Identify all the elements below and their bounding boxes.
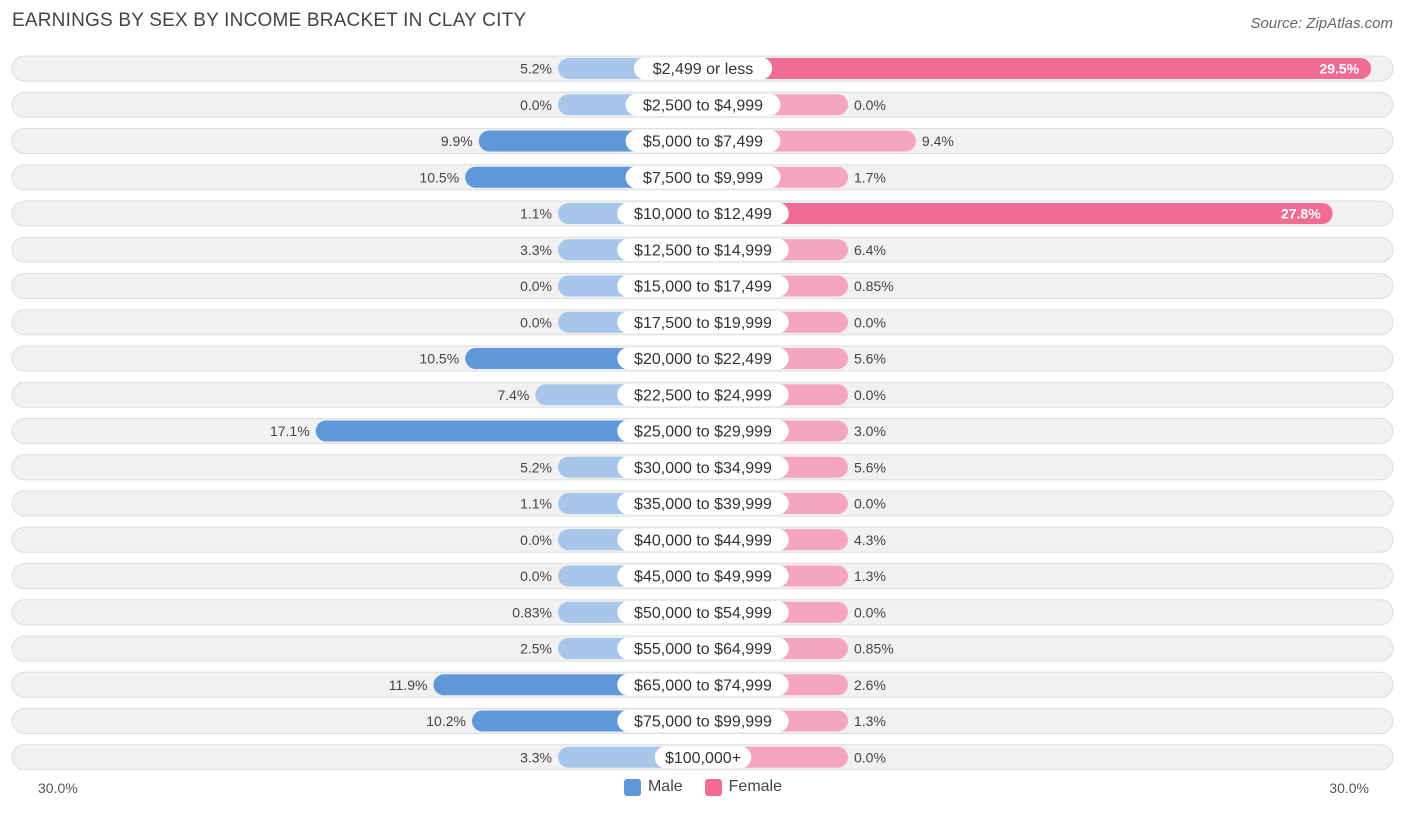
category-label-pill [633,57,773,80]
chart-title: EARNINGS BY SEX BY INCOME BRACKET IN CLA… [12,10,527,31]
female-value-label: 1.7% [854,169,886,185]
category-label: $25,000 to $29,999 [634,424,772,441]
female-bar [703,203,1333,224]
category-label-pill [617,673,789,696]
category-label-pill [617,710,789,732]
male-value-label: 10.5% [419,169,459,185]
category-label: $65,000 to $74,999 [634,677,772,694]
category-label: $5,000 to $7,499 [643,134,763,151]
category-label-pill [617,347,789,370]
female-value-label: 5.6% [854,351,886,367]
category-label: $12,500 to $14,999 [634,242,772,259]
category-label: $45,000 to $49,999 [634,569,772,586]
male-value-label: 1.1% [520,206,552,222]
category-label-pill [617,601,789,624]
male-value-label: 0.83% [512,604,552,620]
category-label-pill [617,456,789,479]
category-label-pill [617,275,789,297]
male-value-label: 5.2% [520,61,552,77]
category-label-pill [617,311,789,334]
axis-min-label: 30.0% [38,780,78,796]
category-label-pill [617,420,789,442]
male-value-label: 0.0% [520,314,552,330]
male-value-label: 1.1% [520,496,552,512]
male-value-label: 11.9% [389,677,428,693]
legend: Male Female [0,778,1406,796]
female-value-label: 0.0% [854,496,886,512]
category-label-pill [654,746,752,769]
category-label-pill [617,565,789,587]
category-label: $100,000+ [665,750,741,767]
female-value-label: 0.0% [854,749,886,765]
female-value-label: 0.85% [854,641,894,657]
category-label: $22,500 to $24,999 [634,387,772,404]
category-label: $10,000 to $12,499 [634,206,772,223]
category-label: $20,000 to $22,499 [634,351,772,368]
category-label-pill [617,202,789,225]
female-value-label: 0.85% [854,278,894,294]
female-value-label: 9.4% [922,133,954,149]
female-value-label: 27.8% [1281,206,1321,222]
category-label-pill [617,528,789,551]
legend-label-male: Male [647,778,683,795]
male-value-label: 17.1% [270,423,310,439]
male-value-label: 3.3% [520,749,552,765]
category-label: $40,000 to $44,999 [634,532,772,549]
female-value-label: 0.0% [854,314,886,330]
legend-item-female: Female [704,778,783,796]
legend-swatch-male [623,778,641,796]
male-value-label: 2.5% [520,641,552,657]
category-label-pill [625,166,781,189]
male-value-label: 5.2% [520,459,552,475]
male-value-label: 7.4% [497,387,529,403]
category-label-pill [617,383,789,406]
source-note: Source: ZipAtlas.com [1250,15,1393,32]
male-value-label: 9.9% [441,133,473,149]
category-label-pill [617,238,789,261]
category-label: $30,000 to $34,999 [634,460,772,477]
female-value-label: 1.3% [854,713,886,729]
female-value-label: 6.4% [854,242,886,258]
category-label: $17,500 to $19,999 [634,315,772,332]
female-value-label: 0.0% [854,97,886,113]
axis-max-label: 30.0% [1329,780,1369,796]
category-label: $75,000 to $99,999 [634,714,772,731]
male-value-label: 3.3% [520,242,552,258]
female-value-label: 0.0% [854,604,886,620]
male-value-label: 0.0% [520,568,552,584]
female-value-label: 4.3% [854,532,886,548]
female-value-label: 2.6% [854,677,886,693]
male-value-label: 0.0% [520,532,552,548]
legend-item-male: Male [623,778,683,796]
category-label: $15,000 to $17,499 [634,279,772,296]
category-label: $2,499 or less [653,61,754,78]
female-value-label: 5.6% [854,459,886,475]
category-label: $7,500 to $9,999 [643,170,763,187]
category-label-pill [625,93,781,116]
female-bar [703,58,1372,79]
category-label-pill [625,130,781,152]
female-value-label: 0.0% [854,387,886,403]
category-label-pill [617,637,789,660]
female-value-label: 3.0% [854,423,886,439]
legend-swatch-female [704,778,722,796]
legend-label-female: Female [728,778,783,795]
female-value-label: 29.5% [1319,61,1359,77]
male-value-label: 10.5% [419,351,459,367]
male-value-label: 0.0% [520,97,552,113]
female-value-label: 1.3% [854,568,886,584]
male-value-label: 0.0% [520,278,552,294]
category-label: $55,000 to $64,999 [634,641,772,658]
male-bar [315,420,703,442]
category-label: $35,000 to $39,999 [634,496,772,513]
male-value-label: 10.2% [426,713,466,729]
category-label: $2,500 to $4,999 [643,97,763,114]
category-label-pill [617,492,789,515]
category-label: $50,000 to $54,999 [634,605,772,622]
